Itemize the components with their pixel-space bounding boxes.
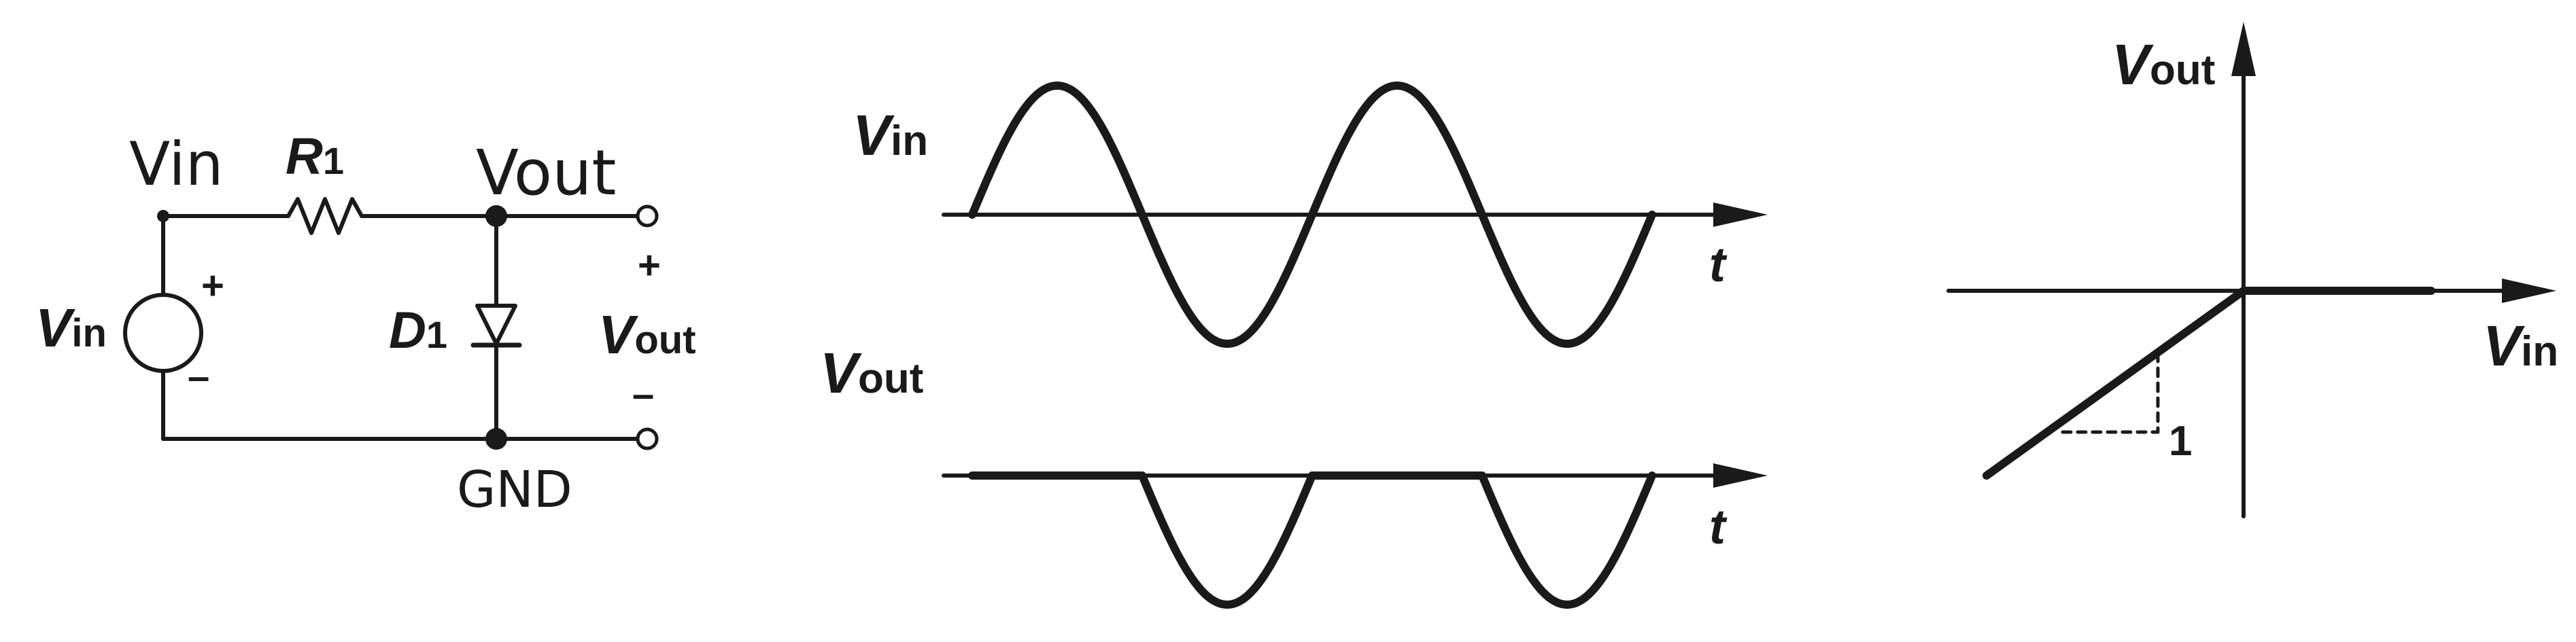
vout-wave-label: Vout	[820, 341, 923, 405]
output-terminal-top	[636, 204, 659, 228]
vin-axis-label: Vin	[2483, 314, 2558, 378]
t-label-top: t	[1709, 238, 1728, 292]
diode-d1-body	[475, 304, 517, 346]
vout-axis-label: Vout	[2112, 33, 2215, 96]
vout-axis-arrow	[2231, 22, 2256, 76]
d1-label: D1	[389, 302, 447, 359]
transfer-curve-negative	[1982, 287, 2248, 480]
slope-label: 1	[2169, 418, 2192, 465]
output-label: Vout	[598, 304, 696, 365]
r1-label: R1	[286, 128, 344, 185]
t-label-bottom: t	[1709, 500, 1728, 554]
gnd-label: GND	[457, 461, 572, 519]
vin-time-axis-arrow	[1713, 202, 1768, 227]
vin-sine-wave	[968, 82, 1656, 348]
time-waveforms	[942, 82, 1768, 609]
vout-node-label: Vout	[476, 137, 616, 209]
vin-wave-label: Vin	[853, 103, 928, 167]
vin-node-label: Vin	[129, 129, 224, 199]
circuit-schematic	[123, 197, 659, 450]
output-minus: –	[632, 372, 654, 416]
source-minus: –	[188, 355, 209, 399]
source-label: Vin	[35, 298, 107, 358]
output-terminal-bottom	[636, 427, 659, 450]
transfer-characteristic	[1946, 22, 2556, 518]
source-plus: +	[201, 264, 224, 308]
vin-axis-arrow	[2502, 279, 2556, 303]
resistor-r1	[248, 197, 383, 235]
vout-time-axis-arrow	[1713, 463, 1768, 488]
output-plus: +	[638, 243, 661, 287]
vout-clipped-wave	[968, 471, 1656, 609]
